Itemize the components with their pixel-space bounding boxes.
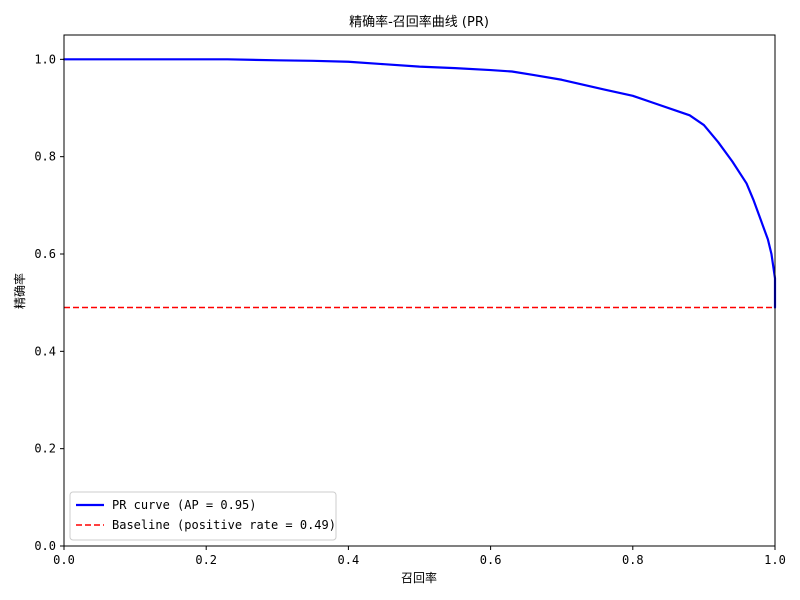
plot-frame xyxy=(63,34,776,547)
x-tick-label: 0.0 xyxy=(53,553,75,567)
legend-box xyxy=(69,491,337,541)
x-tick-label: 0.8 xyxy=(622,553,644,567)
x-tick-label: 0.2 xyxy=(195,553,217,567)
x-tick-label: 1.0 xyxy=(764,553,786,567)
legend-entry-label: PR curve (AP = 0.95) xyxy=(112,498,257,512)
x-axis-label: 召回率 xyxy=(401,570,437,585)
y-tick-label: 0.2 xyxy=(34,442,56,456)
chart-title: 精确率-召回率曲线 (PR) xyxy=(349,14,489,30)
axis-ticks: 0.0 0.2 0.4 0.6 0.8 1.0 0.0 0.2 0.4 0.6 0.8 1.0 xyxy=(34,52,786,567)
y-axis-label: 精确率 xyxy=(12,273,27,309)
x-tick-label: 0.4 xyxy=(338,553,360,567)
y-tick-label: 0.4 xyxy=(34,344,56,358)
y-tick-label: 0.6 xyxy=(34,247,56,261)
y-tick-label: 1.0 xyxy=(34,52,56,66)
plot-area xyxy=(62,58,777,309)
y-tick-label: 0.8 xyxy=(34,150,56,164)
legend: PR curve (AP = 0.95) Baseline (positive r… xyxy=(69,491,337,541)
x-tick-label: 0.6 xyxy=(480,553,502,567)
y-tick-label: 0.0 xyxy=(34,539,56,553)
legend-entry-label: Baseline (positive rate = 0.49) xyxy=(112,518,336,532)
pr-curve-line xyxy=(62,58,777,309)
